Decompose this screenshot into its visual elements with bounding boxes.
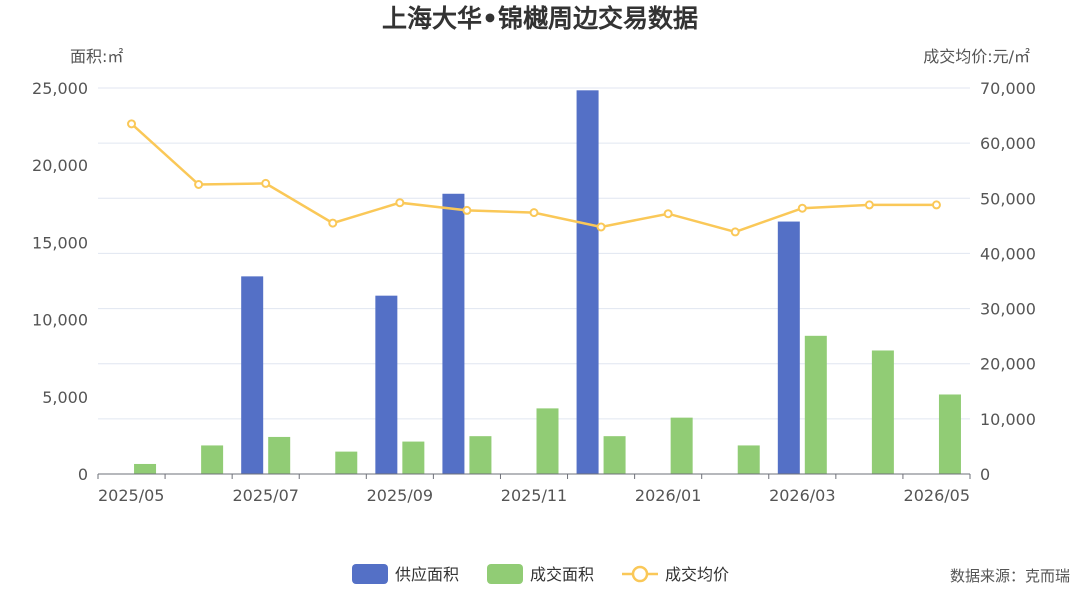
- deal-bar: [335, 451, 358, 474]
- price-point: [596, 222, 606, 232]
- y-left-axis-label: 面积:㎡: [70, 47, 123, 66]
- price-point: [194, 180, 204, 189]
- price-point: [395, 198, 405, 208]
- legend: 供应面积 成交面积 成交均价: [352, 564, 729, 584]
- legend-swatch-deal: [487, 564, 523, 584]
- y-left-tick-label: 5,000: [42, 388, 88, 407]
- price-point: [261, 178, 271, 188]
- y-left-ticks: 0 5,000 10,000 15,000 20,000 25,000: [32, 79, 88, 484]
- deal-bar: [603, 436, 626, 474]
- y-left-tick-label: 0: [78, 465, 88, 484]
- supply-bar: [777, 221, 800, 474]
- deal-bar: [201, 445, 224, 474]
- y-left-tick-label: 20,000: [32, 156, 88, 175]
- y-right-tick-label: 20,000: [980, 355, 1036, 374]
- deal-bar: [737, 445, 760, 474]
- legend-line-marker: [631, 565, 649, 583]
- price-point: [730, 227, 740, 237]
- deal-bar: [938, 394, 961, 474]
- deal-bar: [134, 463, 157, 474]
- legend-label: 供应面积: [395, 565, 459, 584]
- deal-bar: [871, 350, 894, 474]
- y-right-tick-label: 10,000: [980, 410, 1036, 429]
- x-tick-label: 2025/05: [98, 486, 164, 505]
- deal-bar: [804, 335, 827, 474]
- x-tick-label: 2025/07: [232, 486, 298, 505]
- gridlines: [98, 87, 970, 420]
- supply-bar: [442, 193, 465, 474]
- deal-bar: [469, 436, 492, 474]
- y-right-tick-label: 30,000: [980, 300, 1036, 319]
- y-right-tick-label: 40,000: [980, 244, 1036, 263]
- deal-bar: [268, 436, 291, 474]
- supply-bar: [375, 295, 398, 474]
- price-point: [328, 218, 338, 228]
- y-right-tick-label: 60,000: [980, 134, 1036, 153]
- y-left-tick-label: 10,000: [32, 311, 88, 330]
- legend-label: 成交面积: [530, 565, 594, 584]
- price-point: [864, 200, 874, 210]
- x-tick-label: 2025/09: [367, 486, 433, 505]
- y-left-tick-label: 25,000: [32, 79, 88, 98]
- price-point: [797, 203, 807, 213]
- x-tick-label: 2025/11: [501, 486, 567, 505]
- y-right-tick-label: 50,000: [980, 189, 1036, 208]
- price-point: [127, 119, 137, 129]
- legend-swatch-supply: [352, 564, 388, 584]
- bars: [134, 90, 961, 474]
- legend-label: 成交均价: [665, 565, 729, 584]
- price-point: [931, 200, 941, 210]
- x-tick-label: 2026/03: [769, 486, 835, 505]
- y-left-tick-label: 15,000: [32, 233, 88, 252]
- x-axis: 2025/05 2025/07 2025/09 2025/11 2026/01 2026/…: [97, 473, 971, 505]
- price-point: [663, 209, 673, 219]
- supply-bar: [241, 276, 264, 474]
- price-point: [462, 205, 472, 215]
- x-tick-label: 2026/01: [635, 486, 701, 505]
- price-line: [127, 119, 941, 237]
- y-right-ticks: 0 10,000 20,000 30,000 40,000 50,000 60,000 70,…: [980, 79, 1036, 484]
- source-note: 数据来源：克而瑞: [950, 567, 1070, 585]
- price-point: [529, 208, 539, 218]
- deal-bar: [402, 441, 425, 474]
- y-right-tick-label: 70,000: [980, 79, 1036, 98]
- chart-title: 上海大华•锦樾周边交易数据: [382, 4, 698, 33]
- x-tick-label: 2026/05: [904, 486, 970, 505]
- supply-bar: [576, 90, 599, 474]
- deal-bar: [670, 417, 693, 474]
- deal-bar: [536, 408, 559, 474]
- y-right-tick-label: 0: [980, 465, 990, 484]
- y-right-axis-label: 成交均价:元/㎡: [923, 47, 1030, 66]
